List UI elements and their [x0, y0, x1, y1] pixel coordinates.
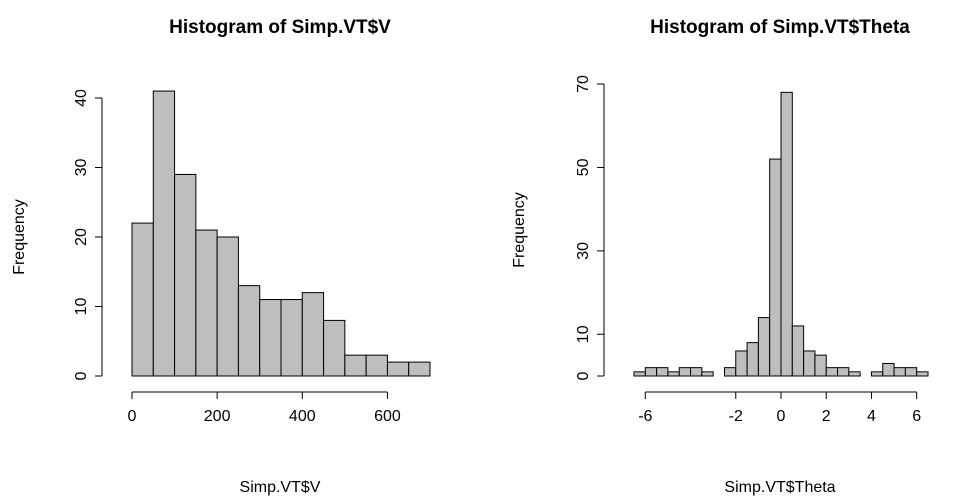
bar: [735, 350, 748, 377]
x-tick-label: 400: [289, 408, 316, 425]
bar: [408, 361, 431, 377]
x-tick-label: -2: [729, 408, 743, 425]
y-tick-label: 0: [575, 371, 592, 380]
bar: [916, 371, 929, 377]
y-tick-label: 40: [73, 89, 90, 107]
bar: [769, 158, 782, 377]
x-tick-label: 6: [912, 408, 921, 425]
chart-title: Histogram of Simp.VT$V: [169, 17, 391, 38]
bar: [837, 367, 850, 377]
bar: [678, 367, 692, 377]
y-tick-label: 30: [73, 159, 90, 177]
chart-title: Histogram of Simp.VT$Theta: [650, 17, 910, 38]
bar: [814, 354, 827, 377]
bar: [365, 354, 388, 377]
bar: [644, 367, 658, 377]
bar: [259, 299, 282, 377]
bar: [882, 362, 895, 377]
bar: [633, 371, 646, 377]
bar: [701, 371, 714, 377]
bar: [791, 325, 805, 377]
bar: [323, 319, 346, 377]
bar: [780, 91, 793, 377]
bar: [216, 236, 239, 377]
bar: [870, 371, 884, 377]
bar: [757, 317, 771, 377]
bar: [893, 367, 906, 377]
y-tick-label: 10: [575, 325, 592, 343]
bar: [904, 367, 918, 377]
x-tick-label: 0: [777, 408, 786, 425]
bar: [344, 354, 367, 377]
bar: [237, 285, 261, 377]
bar: [848, 371, 861, 377]
x-tick-label: 0: [128, 408, 137, 425]
x-tick-label: 200: [204, 408, 231, 425]
bar: [131, 222, 154, 377]
x-tick-label: 600: [374, 408, 401, 425]
bar: [656, 367, 669, 377]
y-tick-label: 20: [73, 228, 90, 246]
x-tick-label: 2: [822, 408, 831, 425]
y-axis-label: Frequency: [11, 199, 28, 275]
x-tick-label: 4: [867, 408, 876, 425]
y-tick-label: 0: [73, 371, 90, 380]
bar: [386, 361, 410, 377]
bar: [301, 292, 325, 377]
bar: [280, 299, 303, 377]
x-axis-label: Simp.VT$Theta: [724, 479, 835, 496]
bar: [746, 342, 759, 377]
bar: [723, 367, 737, 377]
y-tick-label: 10: [73, 298, 90, 316]
x-axis-label: Simp.VT$V: [240, 479, 321, 496]
bar: [152, 90, 176, 377]
x-tick-label: -6: [638, 408, 652, 425]
bar: [667, 371, 680, 377]
bar: [174, 173, 197, 377]
y-tick-label: 30: [575, 242, 592, 260]
bar: [195, 229, 218, 377]
y-axis-label: Frequency: [511, 192, 528, 268]
bar: [803, 350, 816, 377]
bar: [825, 367, 839, 377]
bar: [690, 367, 703, 377]
y-tick-label: 70: [575, 75, 592, 93]
y-tick-label: 50: [575, 158, 592, 176]
